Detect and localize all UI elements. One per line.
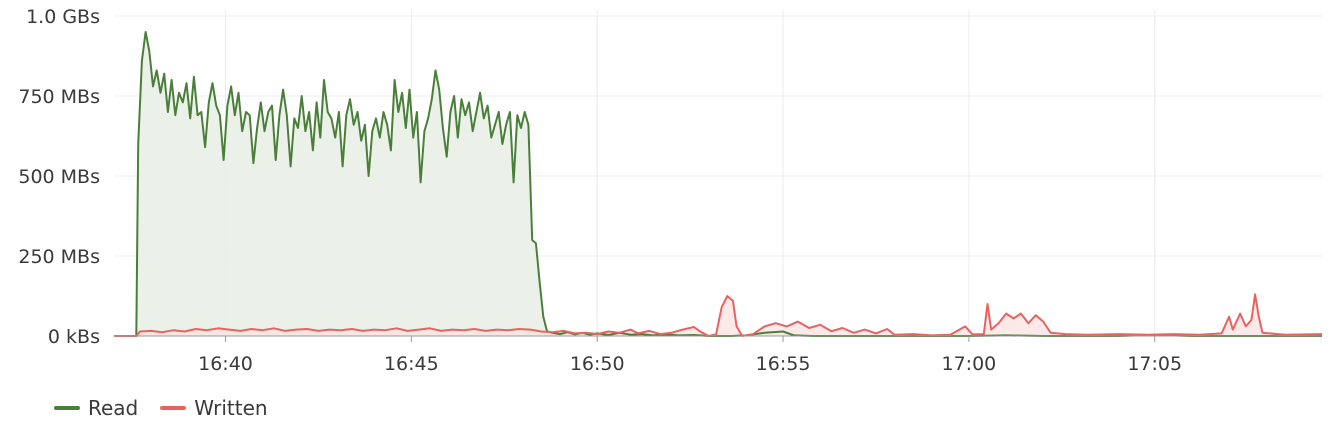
x-tick-label: 17:00 — [942, 353, 997, 375]
legend-swatch-read — [54, 406, 80, 410]
series-area-written — [114, 294, 1322, 336]
x-tick-label: 16:50 — [570, 353, 625, 375]
series-lines — [114, 31, 1323, 337]
y-tick-label: 750 MBs — [18, 86, 100, 108]
y-axis: 0 kBs 250 MBs 500 MBs 750 MBs 1.0 GBs — [18, 6, 100, 348]
x-tick-label: 16:45 — [384, 353, 439, 375]
legend-label-read: Read — [88, 396, 139, 420]
legend-item-read[interactable]: Read — [54, 396, 138, 420]
legend-label-written: Written — [194, 396, 268, 420]
y-tick-label: 1.0 GBs — [26, 6, 100, 28]
y-tick-label: 0 kBs — [48, 326, 100, 348]
series-area-read — [114, 32, 1322, 336]
y-tick-label: 500 MBs — [18, 166, 100, 188]
x-tick-label: 16:40 — [198, 353, 253, 375]
x-axis: 16:40 16:45 16:50 16:55 17:00 17:05 — [114, 335, 1322, 375]
legend: Read Written — [54, 396, 268, 420]
y-tick-label: 250 MBs — [18, 246, 100, 268]
series-areas — [114, 32, 1322, 336]
series-line-written — [114, 293, 1323, 337]
legend-item-written[interactable]: Written — [160, 396, 268, 420]
legend-swatch-written — [160, 406, 187, 410]
series-line-read — [114, 31, 1322, 337]
x-tick-label: 17:05 — [1127, 353, 1182, 375]
x-tick-label: 16:55 — [756, 353, 811, 375]
